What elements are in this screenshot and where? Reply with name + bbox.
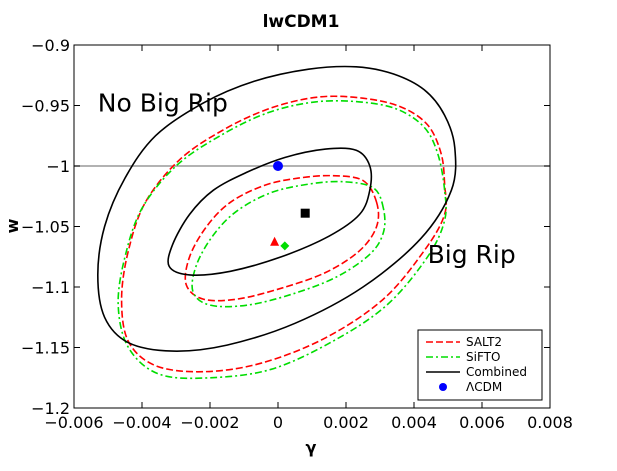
x-tick-label: 0.004 (391, 413, 437, 432)
x-tick-label: 0 (273, 413, 283, 432)
point-salt2-triangle (270, 236, 280, 246)
axis-ticks: −0.006 −0.004 −0.002 0 0.002 0.004 0.006 0.008 −… (21, 36, 573, 432)
annotation-big-rip: Big Rip (428, 240, 516, 269)
contour-salt2-inner (184, 174, 380, 302)
annotations: No Big Rip Big Rip (98, 89, 516, 269)
contour-combined-outer (96, 65, 457, 352)
legend-label-cdm: ΛCDM (466, 380, 502, 394)
contour-salt2-outer (120, 95, 448, 373)
point-combined-square (300, 208, 310, 218)
legend-label-sifto: SiFTO (466, 350, 500, 364)
y-tick-label: −1.05 (21, 218, 70, 237)
point-cdm-circle (273, 161, 283, 171)
contour-combined-inner (167, 147, 373, 276)
annotation-no-big-rip: No Big Rip (98, 89, 228, 118)
x-tick-label: −0.004 (112, 413, 171, 432)
y-tick-label: −0.9 (31, 36, 70, 55)
plot-area (74, 65, 550, 380)
contour-sifto-outer (117, 99, 447, 380)
y-axis-label: w (3, 218, 22, 233)
x-tick-label: 0.002 (323, 413, 369, 432)
point-sifto-diamond (280, 241, 290, 251)
legend-label-combined: Combined (466, 365, 527, 379)
x-tick-label: −0.002 (180, 413, 239, 432)
x-tick-label: 0.008 (527, 413, 573, 432)
legend-swatch-cdm (439, 383, 447, 391)
y-tick-label: −1.15 (21, 339, 70, 358)
chart-title: lwCDM1 (263, 12, 340, 32)
y-tick-label: −1.1 (31, 278, 70, 297)
y-tick-label: −1 (46, 157, 70, 176)
legend-label-salt2: SALT2 (466, 335, 502, 349)
y-tick-label: −1.2 (31, 399, 70, 418)
x-axis-label: γ (306, 438, 317, 457)
y-tick-label: −0.95 (21, 97, 70, 116)
contour-sifto-inner (191, 180, 386, 308)
x-tick-label: 0.006 (459, 413, 505, 432)
x-tick-label: −0.006 (44, 413, 103, 432)
